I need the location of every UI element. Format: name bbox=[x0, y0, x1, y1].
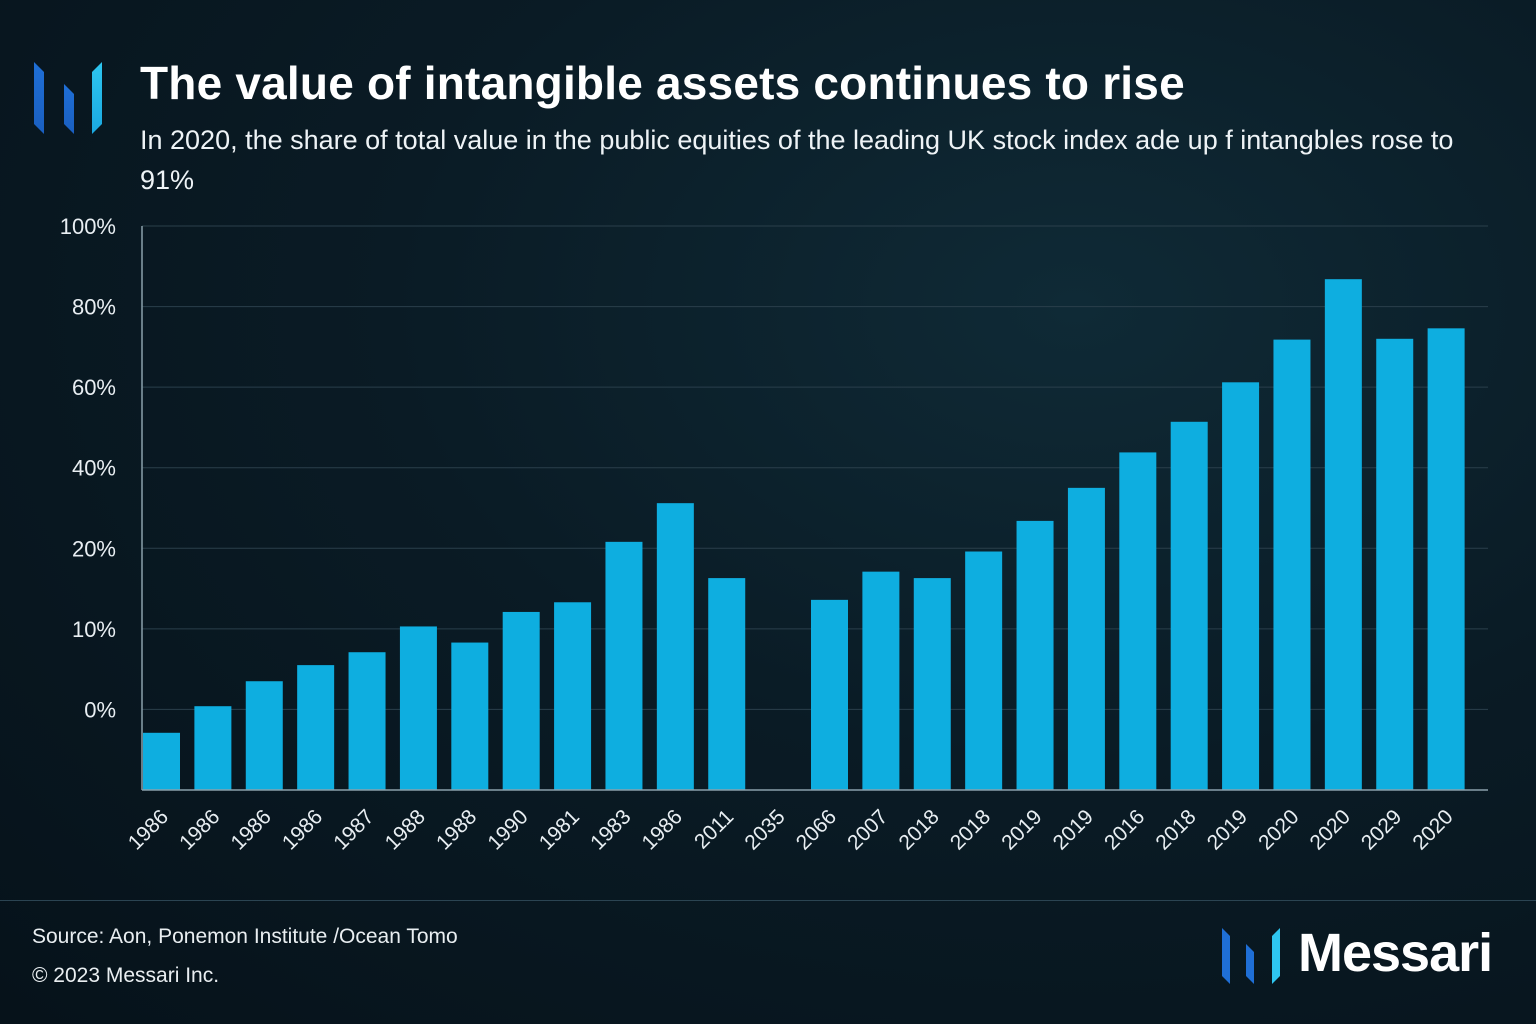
x-tick-label: 2018 bbox=[946, 805, 995, 854]
x-tick-label: 1983 bbox=[586, 805, 635, 854]
bars bbox=[143, 279, 1465, 790]
y-tick-label: 20% bbox=[72, 536, 116, 561]
x-tick-label: 1986 bbox=[175, 805, 224, 854]
x-tick-label: 2018 bbox=[1151, 805, 1200, 854]
brand-name: Messari bbox=[1298, 923, 1493, 983]
x-tick-label: 1990 bbox=[483, 805, 532, 854]
x-tick-label: 2035 bbox=[740, 805, 789, 854]
y-tick-label: 0% bbox=[84, 697, 116, 722]
x-tick-label: 2019 bbox=[1203, 805, 1252, 854]
x-tick-label: 1986 bbox=[124, 805, 173, 854]
x-tick-label: 2066 bbox=[792, 805, 841, 854]
x-tick-label: 1988 bbox=[381, 805, 430, 854]
x-tick-label: 1987 bbox=[329, 805, 378, 854]
x-tick-label: 1986 bbox=[638, 805, 687, 854]
x-tick-label: 2016 bbox=[1100, 805, 1149, 854]
x-tick-label: 1988 bbox=[432, 805, 481, 854]
y-tick-label: 60% bbox=[72, 375, 116, 400]
bar bbox=[399, 626, 437, 790]
y-tick-label: 100% bbox=[60, 214, 116, 239]
bar bbox=[554, 602, 592, 790]
bar bbox=[862, 571, 900, 790]
bar-chart: 100%80%60%40%20%10%0% 1986 1986 1986 1986 19… bbox=[60, 214, 1488, 855]
x-tick-label: 2020 bbox=[1306, 805, 1355, 854]
page-subtitle: In 2020, the share of total value in the… bbox=[140, 125, 1454, 195]
y-tick-label: 40% bbox=[72, 456, 116, 481]
bar bbox=[348, 652, 386, 790]
bar bbox=[194, 706, 232, 790]
y-axis-ticks: 100% 80% 60% 40% 20% 10% 0% bbox=[60, 214, 116, 722]
x-axis-ticks: 1986 1986 1986 1986 1987 1988 1988 1990 1981 1983… bbox=[124, 805, 1458, 854]
x-tick-label: 2020 bbox=[1408, 805, 1457, 854]
x-tick-label: 2019 bbox=[1049, 805, 1098, 854]
footer-divider bbox=[0, 900, 1536, 901]
x-tick-label: 1986 bbox=[227, 805, 276, 854]
bar bbox=[1016, 520, 1054, 790]
bar bbox=[297, 665, 335, 790]
x-tick-label: 1981 bbox=[535, 805, 584, 854]
x-tick-label: 2019 bbox=[997, 805, 1046, 854]
x-tick-label: 2018 bbox=[895, 805, 944, 854]
bar bbox=[1170, 421, 1208, 790]
bar bbox=[965, 551, 1003, 790]
axes bbox=[141, 226, 1488, 791]
x-tick-label: 2007 bbox=[843, 805, 892, 854]
bar bbox=[1067, 487, 1105, 790]
brand-logo[interactable]: Messari bbox=[1222, 922, 1512, 988]
bar bbox=[1324, 279, 1362, 790]
x-tick-label: 2011 bbox=[690, 805, 738, 853]
copyright-note: © 2023 Messari Inc. bbox=[32, 964, 220, 987]
messari-logo-icon bbox=[34, 62, 102, 134]
bar bbox=[245, 681, 283, 790]
bar bbox=[605, 541, 643, 790]
y-tick-label: 10% bbox=[72, 617, 116, 642]
bar bbox=[811, 599, 848, 790]
bar bbox=[656, 503, 694, 790]
bar bbox=[1273, 339, 1311, 790]
bar bbox=[1119, 452, 1157, 790]
x-tick-label: 1986 bbox=[278, 805, 327, 854]
messari-bars-icon bbox=[1222, 928, 1280, 984]
bar bbox=[1376, 338, 1414, 790]
bar bbox=[502, 611, 540, 790]
bar bbox=[708, 578, 746, 790]
source-note: Source: Aon, Ponemon Institute /Ocean To… bbox=[32, 925, 458, 948]
x-tick-label: 2029 bbox=[1357, 805, 1406, 854]
x-tick-label: 2020 bbox=[1254, 805, 1303, 854]
bar bbox=[143, 732, 180, 790]
bar bbox=[451, 642, 489, 790]
bar bbox=[1427, 328, 1465, 790]
y-tick-label: 80% bbox=[72, 295, 116, 320]
bar bbox=[913, 578, 951, 790]
bar bbox=[1222, 382, 1260, 790]
page-title: The value of intangible assets continues… bbox=[140, 57, 1185, 109]
